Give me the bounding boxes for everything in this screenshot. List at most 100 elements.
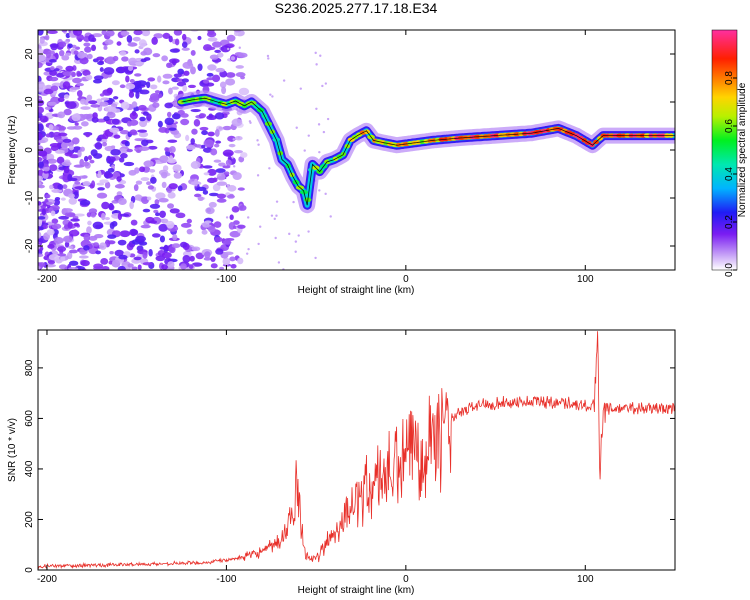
spectrogram-noise-blob xyxy=(58,132,68,137)
spectrogram-noise-blob xyxy=(73,50,79,55)
spectrogram-noise-blob xyxy=(190,138,195,145)
spectrogram-noise-blob xyxy=(150,84,158,90)
spectrogram-noise-blob xyxy=(129,79,135,84)
spectrogram-noise-blob xyxy=(102,89,113,96)
spectrogram-noise-blob xyxy=(208,192,219,197)
spectrogram-noise-blob xyxy=(214,112,225,120)
spectrogram-noise-blob xyxy=(182,254,191,263)
spectrogram-noise-blob xyxy=(48,254,60,261)
spectrogram-noise-blob xyxy=(38,243,41,250)
spectrogram-noise-blob xyxy=(150,176,157,184)
spectrogram-noise-blob xyxy=(88,100,98,105)
spectrogram-noise-blob xyxy=(204,139,215,148)
spectrogram-noise-dot xyxy=(288,232,291,236)
spectrogram-noise-blob xyxy=(147,145,158,150)
spectrogram-noise-blob xyxy=(149,93,160,101)
spectrogram-noise-blob xyxy=(87,220,92,226)
spectrogram-noise-blob xyxy=(233,30,242,33)
spectrogram-noise-dot xyxy=(317,123,321,126)
spectrogram-noise-blob xyxy=(72,125,83,130)
spectrogram-noise-blob xyxy=(135,235,147,243)
spectrogram-noise-blob xyxy=(90,104,101,108)
spectrogram-noise-blob xyxy=(216,193,227,199)
spectrogram-noise-blob xyxy=(67,43,73,49)
spectrogram-noise-blob xyxy=(160,218,169,224)
spectrogram-noise-blob xyxy=(99,67,104,73)
y-tick-label: -10 xyxy=(24,190,35,205)
spectrogram-noise-blob xyxy=(231,118,243,127)
spectrogram-noise-blob xyxy=(38,175,44,182)
spectrogram-noise-blob xyxy=(216,172,226,181)
colorbar-gradient xyxy=(712,30,737,270)
spectrogram-noise-blob xyxy=(124,140,130,147)
spectrogram-noise-blob xyxy=(133,30,143,36)
spectrogram-noise-blob xyxy=(148,248,153,257)
spectrogram-noise-blob xyxy=(152,53,161,58)
spectrogram-noise-blob xyxy=(166,111,172,118)
spectrogram-noise-blob xyxy=(72,229,78,236)
spectrogram-noise-blob xyxy=(87,155,93,161)
spectrogram-noise-blob xyxy=(158,93,163,99)
spectrogram-noise-dot xyxy=(275,200,279,203)
spectrogram-noise-blob xyxy=(209,54,219,60)
spectrogram-noise-blob xyxy=(38,231,42,239)
spectrogram-noise-blob xyxy=(129,112,138,120)
spectrogram-noise-blob xyxy=(112,55,119,62)
spectrogram-noise-blob xyxy=(96,137,102,142)
spectrogram-noise-blob xyxy=(80,260,90,267)
spectrogram-noise-blob xyxy=(81,175,88,179)
colorbar-tick-label: 0.4 xyxy=(724,167,735,181)
spectrogram-noise-dot xyxy=(282,79,286,82)
spectrogram-noise-blob xyxy=(47,244,55,249)
spectrogram-noise-blob xyxy=(85,133,90,138)
spectrogram-noise-blob xyxy=(119,213,130,217)
spectrogram-noise-blob xyxy=(155,212,160,217)
y-tick-label: -20 xyxy=(24,238,35,253)
spectrogram-noise-dot xyxy=(314,256,317,260)
spectrogram-noise-blob xyxy=(207,131,215,137)
spectrogram-noise-blob xyxy=(207,225,216,233)
spectrogram-noise-blob xyxy=(210,256,216,262)
spectrogram-noise-dot xyxy=(275,214,278,217)
spectrogram-noise-blob xyxy=(202,147,213,153)
spectrogram-noise-blob xyxy=(83,233,91,242)
spectrogram-noise-blob xyxy=(233,149,243,154)
spectrogram-noise-blob xyxy=(138,146,150,151)
spectrogram-noise-blob xyxy=(50,145,59,152)
spectrogram-noise-blob xyxy=(61,55,70,61)
spectrogram-noise-blob xyxy=(82,69,91,77)
spectrogram-noise-blob xyxy=(82,180,91,187)
spectrogram-noise-blob xyxy=(208,201,217,208)
spectrogram-noise-blob xyxy=(216,52,224,58)
spectrogram-noise-blob xyxy=(131,266,138,270)
spectrogram-noise-blob xyxy=(111,220,118,227)
spectrogram-noise-blob xyxy=(89,184,94,189)
spectrogram-noise-blob xyxy=(38,150,48,157)
spectrogram-noise-blob xyxy=(92,221,104,230)
spectrogram-noise-blob xyxy=(38,139,46,144)
spectrogram-noise-blob xyxy=(230,263,237,269)
spectrogram-noise-blob xyxy=(173,30,183,36)
spectrogram-noise-blob xyxy=(60,197,66,201)
spectrogram-noise-blob xyxy=(182,61,194,69)
spectrogram-noise-blob xyxy=(86,94,93,101)
spectrogram-noise-blob xyxy=(205,46,216,51)
spectrogram-noise-blob xyxy=(222,165,231,169)
spectrogram-noise-blob xyxy=(141,30,151,37)
spectrogram-noise-blob xyxy=(188,264,194,269)
spectrogram-noise-blob xyxy=(81,161,90,167)
spectrogram-noise-blob xyxy=(47,260,56,265)
spectrogram-noise-blob xyxy=(71,137,80,145)
spectrogram-noise-blob xyxy=(108,260,113,265)
spectrogram-noise-blob xyxy=(68,197,78,205)
spectrogram-noise-blob xyxy=(62,81,71,90)
spectrogram-noise-blob xyxy=(203,172,210,176)
spectrogram-noise-blob xyxy=(168,183,178,190)
spectrogram-noise-blob xyxy=(62,184,68,190)
spectrogram-noise-blob xyxy=(139,116,146,122)
spectrogram-noise-blob xyxy=(175,212,186,219)
spectrogram-noise-blob xyxy=(138,104,147,111)
spectrogram-noise-blob xyxy=(99,101,109,107)
